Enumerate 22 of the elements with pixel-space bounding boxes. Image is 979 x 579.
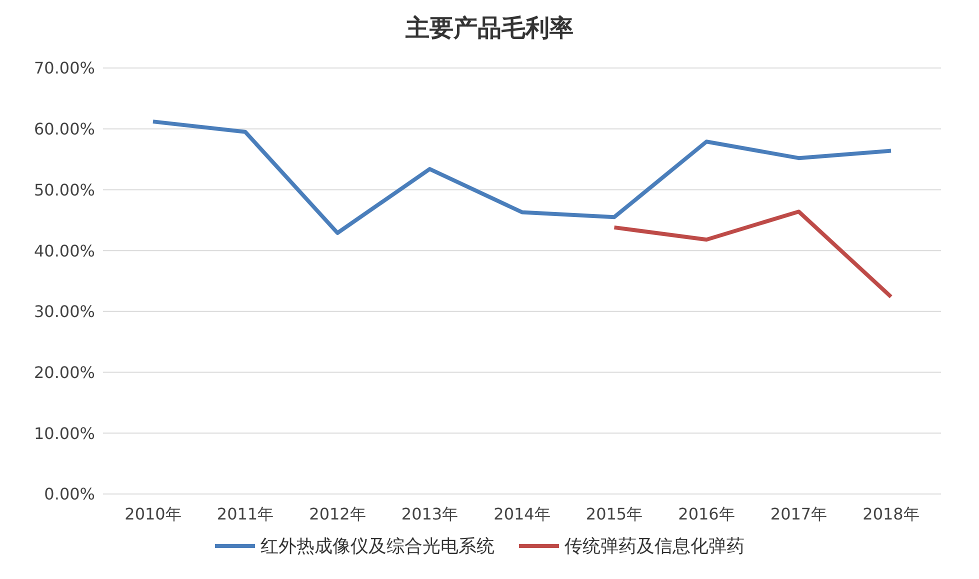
y-tick-label: 60.00% (34, 120, 95, 139)
x-tick-label: 2018年 (862, 504, 920, 524)
y-tick-label: 0.00% (44, 484, 95, 504)
x-tick-label: 2013年 (401, 504, 458, 524)
y-tick-label: 20.00% (34, 362, 95, 382)
legend-label: 传统弹药及信息化弹药 (564, 535, 744, 558)
y-tick-label: 30.00% (34, 302, 95, 322)
x-tick-label: 2016年 (678, 504, 735, 524)
x-tick-label: 2014年 (494, 504, 550, 524)
line-series (151, 120, 893, 235)
y-tick-label: 70.00% (34, 58, 95, 78)
x-tick-label: 2011年 (216, 504, 274, 524)
x-tick-label: 2010年 (124, 504, 182, 524)
x-tick-label: 2012年 (309, 504, 366, 524)
y-tick-label: 50.00% (34, 180, 95, 200)
y-tick-label: 40.00% (34, 241, 95, 260)
x-tick-label: 2015年 (586, 504, 643, 524)
y-tick-label: 10.00% (34, 424, 95, 443)
chart-title: 主要产品毛利率 (404, 13, 574, 44)
x-tick-label: 2017年 (770, 504, 828, 524)
legend-label: 红外热成像仪及综合光电系统 (260, 535, 494, 558)
line-series (612, 210, 893, 299)
